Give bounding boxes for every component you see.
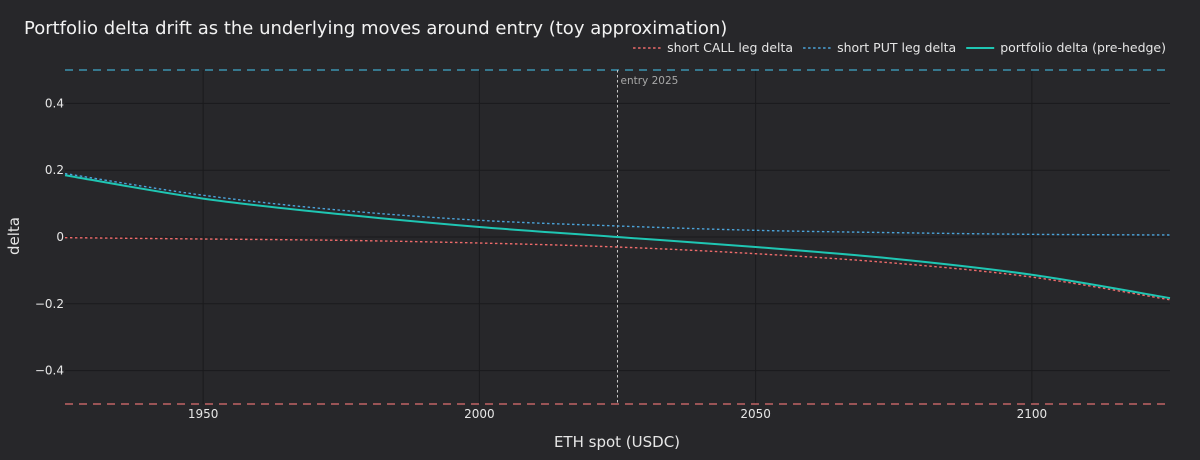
legend-label: short CALL leg delta (667, 40, 793, 55)
series-line-0 (64, 236, 1171, 301)
y-tick-label: 0.4 (45, 96, 64, 110)
legend-label: short PUT leg delta (837, 40, 956, 55)
y-tick-label: −0.4 (35, 364, 64, 378)
x-tick-label: 2000 (464, 407, 495, 421)
x-tick-label: 2100 (1017, 407, 1048, 421)
x-tick-labels: 1950 2000 2050 2100 (188, 407, 1047, 421)
series-line-1 (64, 172, 1171, 236)
x-axis-label: ETH spot (USDC) (554, 433, 680, 451)
legend: short CALL leg delta short PUT leg delta p… (633, 40, 1166, 55)
y-tick-label: 0.2 (45, 163, 64, 177)
legend-item-1: short PUT leg delta (803, 40, 956, 55)
series-lines (64, 172, 1171, 301)
x-tick-label: 2050 (740, 407, 771, 421)
legend-item-0: short CALL leg delta (633, 40, 793, 55)
entry-annotation: entry 2025 (621, 75, 679, 87)
series-line-2 (64, 174, 1171, 300)
legend-label: portfolio delta (pre-hedge) (1000, 40, 1166, 55)
legend-item-2: portfolio delta (pre-hedge) (966, 40, 1166, 55)
y-tick-label: −0.2 (35, 297, 64, 311)
x-tick-label: 1950 (188, 407, 219, 421)
y-axis-label: delta (5, 217, 23, 255)
chart-title: Portfolio delta drift as the underlying … (24, 18, 727, 39)
y-tick-label: 0 (56, 230, 64, 244)
y-tick-labels: −0.4 −0.2 0 0.2 0.4 (35, 96, 64, 377)
